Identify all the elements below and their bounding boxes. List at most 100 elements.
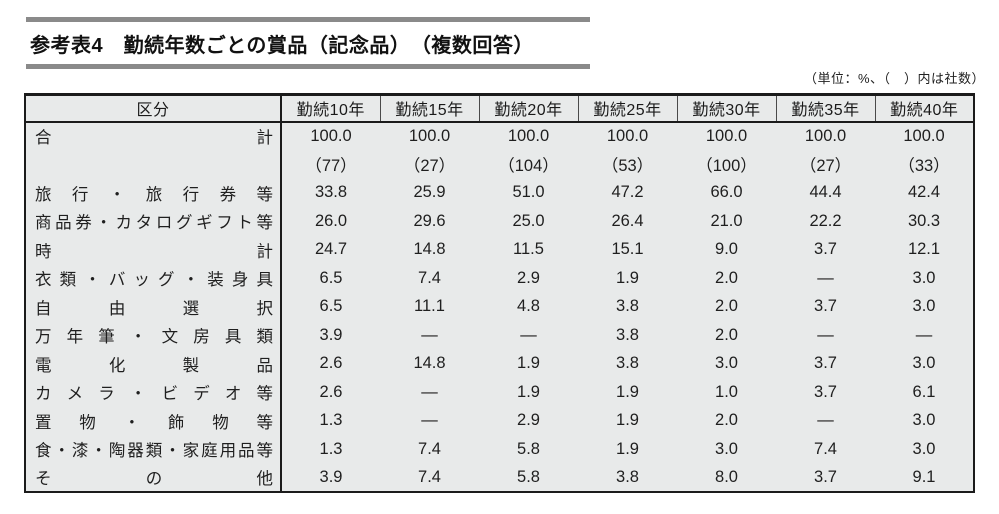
value-cell: 33.8 <box>314 183 348 202</box>
value-cell: （100） <box>696 157 757 176</box>
prize-table: 区分 勤続10年 勤続15年 勤続20年 勤続25年 勤続30年 勤続35年 勤続40年 合… <box>24 93 975 493</box>
value-cell: 47.2 <box>611 183 644 202</box>
table-row: 食・漆・陶器類・家庭用品等 1.3 7.4 5.8 1.9 3.0 7.4 3.0 <box>25 435 974 464</box>
value-cell: 2.0 <box>715 297 738 316</box>
value-cell: 7.4 <box>418 268 441 287</box>
value-cell: 2.0 <box>715 411 738 430</box>
value-cell: 3.8 <box>616 297 639 316</box>
row-label: 電化製品 <box>25 349 282 378</box>
value-cell: 100.0 <box>310 126 352 145</box>
value-cell: 66.0 <box>710 183 743 202</box>
value-cell: 6.5 <box>319 297 343 316</box>
column-header-2: 勤続15年 <box>379 94 479 123</box>
column-header-4: 勤続25年 <box>577 94 677 123</box>
value-cell: （27） <box>403 157 456 176</box>
value-cell: 3.0 <box>715 354 738 373</box>
value-cell: 5.8 <box>517 467 540 486</box>
row-label <box>25 150 282 179</box>
table-row: 商品券・カタログギフト等 26.0 29.6 25.0 26.4 21.0 22.2 30.3 <box>25 207 974 236</box>
row-label: 万年筆・文房具類 <box>25 321 282 350</box>
value-cell: 5.8 <box>517 439 540 458</box>
table-row: （77） （27） （104） （53） （100） （27） （33） <box>25 150 974 179</box>
table-row: カメラ・ビデオ等 2.6 — 1.9 1.9 1.0 3.7 6.1 <box>25 378 974 407</box>
title-top-bar <box>26 17 590 22</box>
row-label: 時計 <box>25 235 282 264</box>
table-row: 衣類・バッグ・装身具 6.5 7.4 2.9 1.9 2.0 — 3.0 <box>25 264 974 293</box>
page-title: 参考表4 勤続年数ごとの賞品（記念品） （複数回答） <box>30 35 534 57</box>
value-cell: 14.8 <box>413 240 446 259</box>
column-header-5: 勤続30年 <box>676 94 776 123</box>
value-cell: 51.0 <box>512 183 545 202</box>
value-cell: 9.0 <box>715 240 738 259</box>
value-cell: 2.6 <box>319 382 343 401</box>
value-cell: 26.0 <box>314 211 348 230</box>
value-cell: 3.7 <box>814 297 837 316</box>
value-cell: 3.0 <box>912 439 936 458</box>
value-cell: — <box>421 411 438 430</box>
row-label: 食・漆・陶器類・家庭用品等 <box>25 435 282 464</box>
value-cell: 8.0 <box>715 467 738 486</box>
value-cell: 6.1 <box>912 382 936 401</box>
value-cell: 6.5 <box>319 268 343 287</box>
value-cell: （27） <box>799 157 852 176</box>
value-cell: 11.1 <box>414 297 445 316</box>
value-cell: 3.7 <box>814 382 837 401</box>
value-cell: — <box>817 325 834 344</box>
value-cell: （77） <box>305 157 357 176</box>
value-cell: — <box>817 411 834 430</box>
value-cell: 29.6 <box>413 211 446 230</box>
table-row: 時計 24.7 14.8 11.5 15.1 9.0 3.7 12.1 <box>25 235 974 264</box>
value-cell: 100.0 <box>606 126 649 145</box>
prize-table-wrapper: 区分 勤続10年 勤続15年 勤続20年 勤続25年 勤続30年 勤続35年 勤続40年 合… <box>24 93 975 493</box>
value-cell: 9.1 <box>912 467 936 486</box>
value-cell: 7.4 <box>418 467 441 486</box>
row-label: 旅行・旅行券等 <box>25 178 282 207</box>
value-cell: 12.1 <box>907 240 941 259</box>
value-cell: 25.9 <box>413 183 446 202</box>
value-cell: 2.9 <box>517 411 540 430</box>
value-cell: 3.7 <box>814 467 837 486</box>
value-cell: 100.0 <box>408 126 451 145</box>
value-cell: 3.7 <box>814 240 837 259</box>
value-cell: 1.9 <box>616 268 639 287</box>
value-cell: 100.0 <box>804 126 847 145</box>
value-cell: 4.8 <box>517 297 540 316</box>
table-row: 置物・飾物等 1.3 — 2.9 1.9 2.0 — 3.0 <box>25 406 974 435</box>
value-cell: 25.0 <box>512 211 545 230</box>
table-row: 旅行・旅行券等 33.8 25.9 51.0 47.2 66.0 44.4 42.4 <box>25 178 974 207</box>
value-cell: 21.0 <box>710 211 743 230</box>
value-cell: 1.9 <box>517 382 540 401</box>
table-row: その他 3.9 7.4 5.8 3.8 8.0 3.7 9.1 <box>25 463 974 492</box>
value-cell: 3.8 <box>616 325 639 344</box>
row-label: 商品券・カタログギフト等 <box>25 207 282 236</box>
value-cell: 24.7 <box>314 240 348 259</box>
value-cell: （53） <box>601 157 654 176</box>
value-cell: 1.0 <box>715 382 738 401</box>
value-cell: 3.8 <box>616 467 639 486</box>
title-bottom-bar <box>26 64 590 69</box>
column-header-3: 勤続20年 <box>478 94 578 123</box>
value-cell: 2.9 <box>517 268 540 287</box>
value-cell: 1.3 <box>319 439 343 458</box>
value-cell: 26.4 <box>611 211 644 230</box>
value-cell: 1.9 <box>517 354 540 373</box>
value-cell: 14.8 <box>413 354 446 373</box>
value-cell: 7.4 <box>814 439 837 458</box>
column-header-1: 勤続10年 <box>281 94 380 123</box>
value-cell: 3.0 <box>912 268 936 287</box>
value-cell: 2.0 <box>715 268 738 287</box>
column-header-6: 勤続35年 <box>775 94 875 123</box>
value-cell: 100.0 <box>705 126 748 145</box>
value-cell: 1.9 <box>616 382 639 401</box>
corner-header: 区分 <box>25 94 282 123</box>
header-row: 区分 勤続10年 勤続15年 勤続20年 勤続25年 勤続30年 勤続35年 勤続40年 <box>25 94 974 123</box>
value-cell: 1.9 <box>616 411 639 430</box>
value-cell: 42.4 <box>907 183 941 202</box>
value-cell: 2.6 <box>319 354 343 373</box>
value-cell: 3.8 <box>616 354 639 373</box>
value-cell: 15.1 <box>611 240 644 259</box>
value-cell: 3.0 <box>715 439 738 458</box>
value-cell: 3.9 <box>319 325 343 344</box>
row-label: その他 <box>25 463 282 492</box>
value-cell: — <box>520 325 537 344</box>
